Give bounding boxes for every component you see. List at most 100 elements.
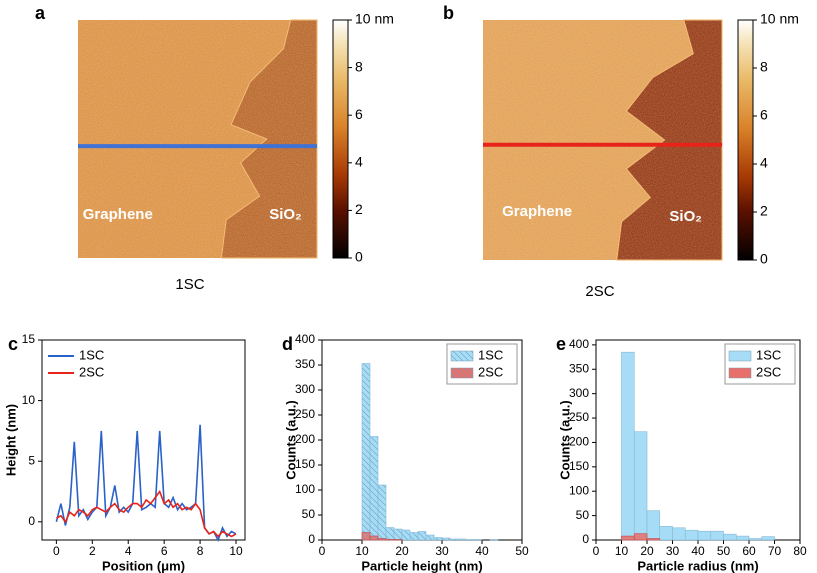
histogram-bar (633, 431, 648, 541)
colorbar-tick-label: 6 (355, 106, 363, 122)
colorbar-tick-label: 0 (760, 251, 768, 267)
x-tick-label: 30 (435, 544, 449, 558)
y-tick-label: 100 (569, 483, 589, 497)
x-tick-label: 8 (197, 544, 204, 558)
y-tick-label: 5 (28, 453, 35, 467)
annotation: Graphene (502, 203, 572, 220)
y-tick-label: 300 (569, 386, 589, 400)
colorbar-tick-label: 10 nm (760, 11, 799, 27)
y-tick-label: 0 (28, 514, 35, 528)
x-tick-label: 30 (666, 544, 680, 558)
legend-swatch (450, 367, 474, 379)
y-tick-label: 0 (308, 532, 315, 546)
panel-letter: e (556, 334, 566, 354)
histogram-bar (401, 529, 411, 541)
x-tick-label: 20 (395, 544, 409, 558)
y-tick-label: 50 (302, 507, 316, 521)
histogram-bar (723, 533, 737, 541)
legend-label: 1SC (79, 347, 104, 362)
colorbar-tick-label: 4 (760, 155, 768, 171)
y-tick-label: 250 (569, 410, 589, 424)
y-tick-label: 150 (295, 457, 315, 471)
y-axis-title: Height (nm) (3, 404, 18, 476)
histogram-bar (393, 539, 403, 541)
histogram-bar (735, 535, 750, 541)
histogram-bar (646, 510, 661, 541)
histogram-bar (621, 535, 635, 541)
legend-label: 2SC (478, 364, 503, 379)
histogram-bar (385, 527, 395, 541)
panel-letter: d (282, 334, 293, 354)
histogram-bar (710, 530, 724, 541)
histogram-bar (385, 539, 395, 541)
x-tick-label: 0 (593, 544, 600, 558)
legend-swatch (450, 350, 474, 362)
x-tick-label: 70 (768, 544, 782, 558)
panel-letter: a (35, 3, 46, 23)
colorbar-tick-label: 2 (760, 203, 768, 219)
histogram-bar (369, 535, 379, 541)
afm-texture (78, 20, 317, 258)
histogram-bar (465, 539, 475, 541)
histogram-bar (697, 530, 712, 541)
colorbar-tick-label: 0 (355, 249, 363, 265)
colorbar-tick-label: 6 (760, 107, 768, 123)
y-axis-title: Counts (a.u.) (283, 400, 298, 479)
x-tick-label: 0 (53, 544, 60, 558)
colorbar-tick-label: 8 (760, 59, 768, 75)
histogram-bar (417, 531, 427, 541)
colorbar (332, 19, 349, 259)
y-tick-label: 350 (295, 357, 315, 371)
y-axis-title: Counts (a.u.) (557, 400, 572, 479)
y-tick-label: 100 (295, 482, 315, 496)
histogram-bar (433, 537, 443, 541)
y-tick-label: 200 (569, 435, 589, 449)
histogram-bar (425, 534, 435, 541)
histogram-bar (393, 528, 403, 541)
histogram-bar (761, 536, 775, 541)
x-tick-label: 50 (515, 544, 529, 558)
panel-letter: b (443, 3, 454, 23)
histogram-bar (361, 532, 371, 541)
x-tick-label: 40 (475, 544, 489, 558)
y-tick-label: 300 (295, 382, 315, 396)
x-axis-title: Position (μm) (102, 558, 185, 573)
legend-label: 1SC (478, 347, 503, 362)
legend-label: 1SC (756, 347, 781, 362)
x-tick-label: 40 (691, 544, 705, 558)
afm-texture (483, 20, 722, 260)
x-axis-title: Particle height (nm) (361, 558, 482, 573)
legend-swatch (728, 350, 752, 362)
histogram-bar (489, 539, 499, 541)
histogram-bar (377, 484, 387, 541)
plot-frame (41, 339, 246, 541)
y-tick-label: 10 (22, 393, 36, 407)
legend-label: 2SC (756, 364, 781, 379)
histogram-bar (659, 526, 673, 541)
x-axis-title: Particle radius (nm) (637, 558, 758, 573)
histogram-bar (377, 538, 387, 541)
y-tick-label: 0 (582, 532, 589, 546)
annotation: SiO₂ (269, 206, 302, 223)
colorbar-tick-label: 8 (355, 58, 363, 74)
series-line (56, 489, 237, 538)
histogram-bar (684, 529, 699, 541)
caption: 2SC (585, 283, 614, 300)
y-tick-label: 400 (295, 332, 315, 346)
histogram-bar (449, 538, 459, 541)
series-line (55, 424, 237, 542)
x-tick-label: 0 (319, 544, 326, 558)
annotation: SiO₂ (669, 208, 702, 225)
x-tick-label: 6 (161, 544, 168, 558)
x-tick-label: 20 (640, 544, 654, 558)
histogram-bar (672, 527, 686, 541)
histogram-bar (646, 538, 661, 541)
histogram-bar (621, 351, 635, 541)
x-tick-label: 10 (615, 544, 629, 558)
panel-letter: c (8, 334, 18, 354)
x-tick-label: 10 (355, 544, 369, 558)
histogram-bar (361, 363, 371, 541)
x-tick-label: 50 (717, 544, 731, 558)
y-tick-label: 250 (295, 407, 315, 421)
